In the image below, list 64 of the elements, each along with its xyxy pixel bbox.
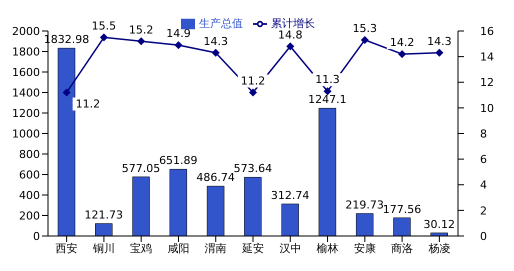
point — [100, 33, 108, 42]
point — [286, 42, 294, 50]
y-tick-label: 800 — [19, 148, 40, 161]
x-tick-label: 榆林 — [316, 242, 339, 255]
data-label: 1247.1 — [308, 93, 347, 106]
data-label: 219.73 — [345, 198, 384, 212]
point — [360, 36, 369, 44]
x-tick-label: 安康 — [354, 242, 376, 255]
data-label: 486.74 — [196, 171, 235, 184]
data-label: 14.9 — [166, 27, 191, 40]
data-label: 14.3 — [203, 34, 228, 48]
y-tick-label: 1800 — [12, 45, 40, 58]
legend-label: 生产总值 — [199, 17, 243, 30]
y-tick-label: 600 — [19, 168, 40, 182]
y2-tick-label: 6 — [480, 153, 487, 166]
data-label: 14.8 — [278, 28, 303, 42]
y-tick-label: 1400 — [12, 86, 40, 100]
y2-tick-label: 2 — [480, 204, 487, 218]
y2-tick-label: 12 — [480, 76, 494, 90]
data-label: 121.73 — [84, 208, 124, 222]
data-label: 651.89 — [159, 154, 198, 168]
point — [212, 48, 220, 57]
point — [435, 48, 444, 57]
y-tick-label: 200 — [19, 209, 40, 222]
data-label: 312.74 — [270, 188, 310, 202]
data-label: 573.64 — [234, 162, 272, 176]
data-label: 15.5 — [92, 19, 116, 32]
x-tick-label: 渭南 — [204, 242, 227, 255]
point — [137, 37, 146, 46]
data-label: 30.12 — [423, 218, 455, 231]
x-tick-label: 西安 — [56, 242, 78, 255]
y2-tick-label: 8 — [480, 127, 487, 140]
x-tick-label: 商洛 — [391, 242, 414, 255]
y2-tick-label: 0 — [480, 230, 487, 243]
y2-tick-label: 16 — [480, 24, 494, 38]
y-tick-label: 1200 — [12, 106, 40, 120]
x-tick-label: 延安 — [241, 242, 264, 255]
legend-label: 累计增长 — [271, 17, 315, 30]
y2-tick-label: 14 — [480, 50, 494, 64]
y-tick-label: 400 — [19, 188, 40, 202]
data-label: 11.3 — [315, 73, 340, 86]
point — [174, 41, 182, 50]
data-label: 177.56 — [382, 202, 422, 216]
y2-tick-label: 4 — [480, 178, 487, 192]
y-tick-label: 0 — [33, 230, 40, 243]
point — [398, 50, 406, 58]
data-label: 15.2 — [128, 23, 154, 36]
y-tick-label: 2000 — [12, 24, 40, 38]
data-label: 11.2 — [240, 74, 266, 88]
y-tick-label: 1600 — [12, 66, 40, 79]
x-tick-label: 咸阳 — [167, 242, 190, 255]
point — [249, 88, 257, 96]
y2-tick-label: 10 — [480, 102, 494, 115]
point — [62, 88, 71, 96]
data-label: 15.3 — [352, 22, 378, 35]
y-tick-label: 1000 — [12, 127, 40, 140]
data-label: 14.3 — [427, 34, 452, 48]
x-tick-label: 宝鸡 — [130, 242, 152, 255]
x-tick-label: 铜川 — [92, 242, 115, 255]
data-label: 577.05 — [122, 162, 160, 175]
x-tick-label: 汉中 — [279, 242, 302, 255]
data-label: 11.2 — [76, 98, 100, 111]
x-tick-label: 杨凌 — [427, 242, 450, 255]
data-label: 14.2 — [390, 36, 414, 50]
